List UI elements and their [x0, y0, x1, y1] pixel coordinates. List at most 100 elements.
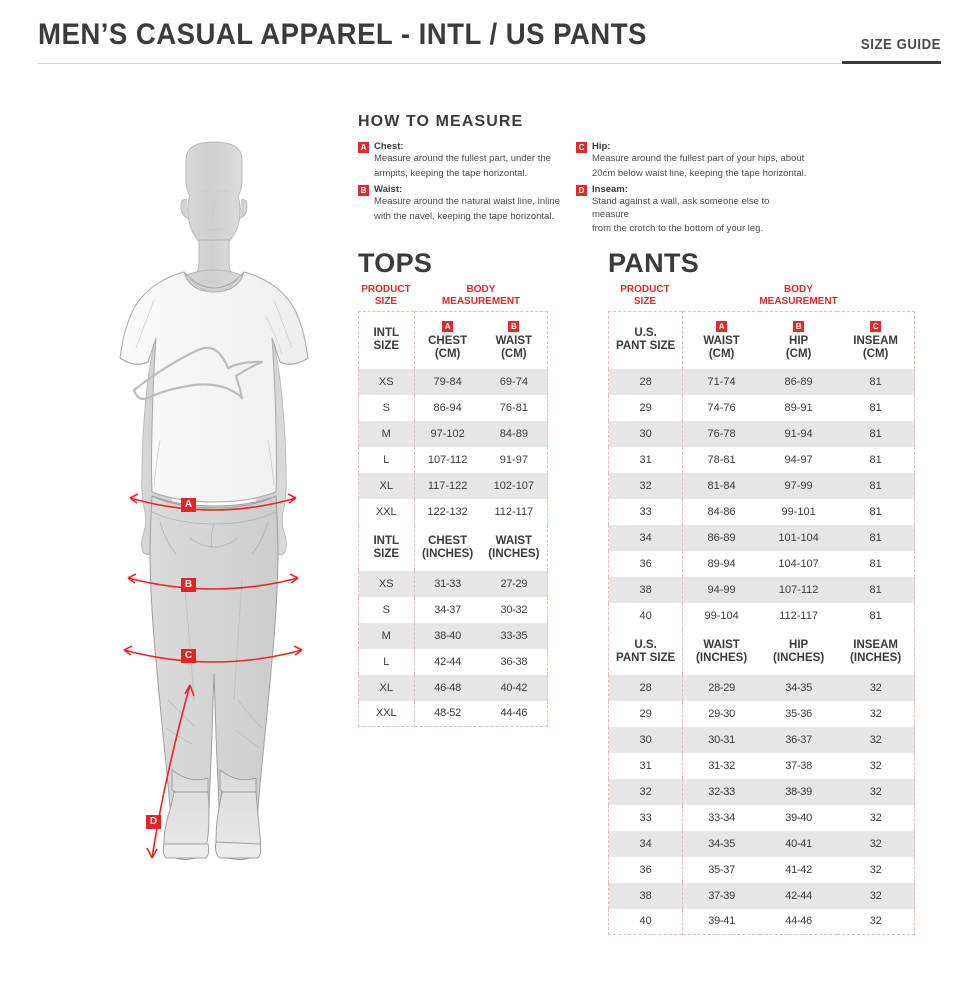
pants-in-r5-inseam: 32	[837, 804, 915, 831]
table-row: XL 117-122 102-107	[358, 472, 548, 499]
measure-desc-chest-line2: armpits, keeping the tape horizontal.	[374, 167, 528, 179]
mannequin-illustration	[119, 141, 309, 861]
table-row: 40 39-41 44-46 32	[608, 908, 915, 935]
pants-cm-r3-size: 31	[608, 446, 684, 473]
pants-cm-r2-inseam: 81	[837, 420, 915, 447]
pants-cm-r8-waist: 94-99	[682, 576, 760, 603]
pants-legend-product-line2: SIZE	[633, 295, 657, 307]
pants-cm-header-inseam: C INSEAM (CM)	[837, 311, 915, 369]
pants-in-r6-hip: 40-41	[759, 830, 838, 857]
hip-measure-line	[123, 649, 303, 663]
pants-in-r0-size: 28	[608, 674, 684, 701]
pants-cm-r1-hip: 89-91	[759, 394, 838, 421]
tops-in-r3-waist: 36-38	[480, 648, 548, 675]
tops-cm-header-chest: A CHEST (CM)	[414, 311, 481, 369]
table-row: 32 81-84 97-99 81	[608, 472, 915, 499]
pants-cm-r9-waist: 99-104	[682, 602, 760, 629]
table-row: S 86-94 76-81	[358, 394, 548, 421]
pants-in-r4-inseam: 32	[837, 778, 915, 805]
pants-in-r6-inseam: 32	[837, 830, 915, 857]
page-title: MEN’S CASUAL APPAREL - INTL / US PANTS	[38, 18, 647, 51]
measure-desc-waist-line1: Measure around the natural waist line, i…	[374, 196, 560, 207]
tops-cm-r3-chest: 107-112	[414, 446, 481, 473]
table-row: L 107-112 91-97	[358, 446, 548, 473]
pants-in-header-inseam-line1: INSEAM	[853, 638, 898, 651]
pants-cm-r0-size: 28	[608, 368, 684, 395]
tops-cm-r5-waist: 112-117	[480, 498, 548, 525]
tops-cm-header-size-line2: SIZE	[373, 340, 400, 353]
how-to-measure-section: HOW TO MEASURE A Chest: Measure around t…	[358, 113, 808, 239]
tops-cm-r1-waist: 76-81	[480, 394, 548, 421]
pants-in-header-waist: WAIST (INCHES)	[682, 628, 760, 675]
pants-in-header-row: U.S. PANT SIZE WAIST (INCHES) HIP (INCHE…	[608, 628, 915, 675]
pants-cm-r4-size: 32	[608, 472, 684, 499]
figure-shirt	[119, 271, 309, 503]
tops-in-header-size-line1: INTL	[373, 534, 400, 547]
pants-cm-r9-hip: 112-117	[759, 602, 838, 629]
table-row: 28 71-74 86-89 81	[608, 368, 915, 395]
tops-in-r1-size: S	[358, 596, 415, 623]
table-row: XXL 122-132 112-117	[358, 498, 548, 525]
pants-in-r0-waist: 28-29	[682, 674, 760, 701]
pants-cm-r2-waist: 76-78	[682, 420, 760, 447]
measure-badge-c: C	[576, 142, 587, 153]
tops-in-r0-size: XS	[358, 570, 415, 597]
tops-cm-r0-size: XS	[358, 368, 415, 395]
figure-face-details	[199, 190, 229, 231]
tops-size-table-block: TOPS PRODUCT SIZE BODY MEASUREMENT INTL …	[358, 248, 548, 727]
pants-title: PANTS	[608, 248, 700, 278]
pants-cm-r9-inseam: 81	[837, 602, 915, 629]
tops-in-r1-waist: 30-32	[480, 596, 548, 623]
pants-cm-r4-hip: 97-99	[759, 472, 838, 499]
pants-in-r8-hip: 42-44	[759, 882, 838, 909]
header-divider	[38, 63, 941, 64]
mannequin-figure: A B C D	[90, 140, 340, 880]
pants-cm-r4-inseam: 81	[837, 472, 915, 499]
pants-size-table-block: PANTS PRODUCT SIZE BODY MEASUREMENT U.S.…	[608, 248, 915, 935]
measure-item-inseam: D Inseam: Stand against a wall, ask some…	[576, 183, 808, 238]
table-row: M 97-102 84-89	[358, 420, 548, 447]
tops-cm-r5-size: XXL	[358, 498, 415, 525]
size-guide-badge: SIZE GUIDE	[860, 36, 941, 53]
pants-in-r7-waist: 35-37	[682, 856, 760, 883]
tops-cm-r2-size: M	[358, 420, 415, 447]
page-header: MEN’S CASUAL APPAREL - INTL / US PANTS S…	[38, 18, 941, 66]
table-row: 34 86-89 101-104 81	[608, 524, 915, 551]
tops-legend: PRODUCT SIZE BODY MEASUREMENT	[358, 284, 548, 307]
figure-shoes	[162, 791, 262, 861]
pants-cm-r7-hip: 104-107	[759, 550, 838, 577]
measure-term-hip: Hip:	[592, 141, 611, 152]
pants-cm-r7-size: 36	[608, 550, 684, 577]
measure-desc-waist-line2: with the navel, keeping the tape horizon…	[374, 210, 555, 222]
measure-desc-chest-line1: Measure around the fullest part, under t…	[374, 153, 551, 164]
tops-legend-body-line2: MEASUREMENT	[441, 295, 521, 307]
pants-size-table: U.S. PANT SIZE A WAIST (CM) B HIP (CM) C…	[608, 311, 915, 935]
pants-cm-header-size: U.S. PANT SIZE	[608, 311, 684, 369]
pants-cm-r4-waist: 81-84	[682, 472, 760, 499]
pants-cm-header-inseam-line2: (CM)	[862, 347, 889, 360]
pants-legend-body-line2: MEASUREMENT	[759, 295, 838, 307]
table-row: 40 99-104 112-117 81	[608, 602, 915, 629]
tops-cm-r2-chest: 97-102	[414, 420, 481, 447]
pants-in-r4-size: 32	[608, 778, 684, 805]
table-row: 30 76-78 91-94 81	[608, 420, 915, 447]
tops-cm-header-waist: B WAIST (CM)	[480, 311, 548, 369]
pants-cm-r6-hip: 101-104	[759, 524, 838, 551]
measure-term-chest: Chest:	[374, 141, 404, 152]
tops-cm-header-chest-line2: (CM)	[434, 347, 461, 360]
tops-cm-header-waist-line2: (CM)	[501, 347, 527, 360]
pants-legend-body-line1: BODY	[784, 284, 813, 295]
inseam-measure-line	[151, 684, 191, 859]
pants-in-r2-inseam: 32	[837, 726, 915, 753]
pants-cm-r2-hip: 91-94	[759, 420, 838, 447]
table-row: 38 94-99 107-112 81	[608, 576, 915, 603]
tops-in-r5-chest: 48-52	[414, 700, 481, 727]
pants-legend: PRODUCT SIZE BODY MEASUREMENT	[608, 284, 915, 307]
pants-cm-r3-inseam: 81	[837, 446, 915, 473]
pants-in-header-inseam: INSEAM (INCHES)	[837, 628, 915, 675]
measure-badge-b: B	[358, 185, 369, 196]
pants-in-r7-size: 36	[608, 856, 684, 883]
measure-term-inseam: Inseam:	[592, 184, 628, 195]
tops-in-r0-chest: 31-33	[414, 570, 481, 597]
table-row: 29 74-76 89-91 81	[608, 394, 915, 421]
